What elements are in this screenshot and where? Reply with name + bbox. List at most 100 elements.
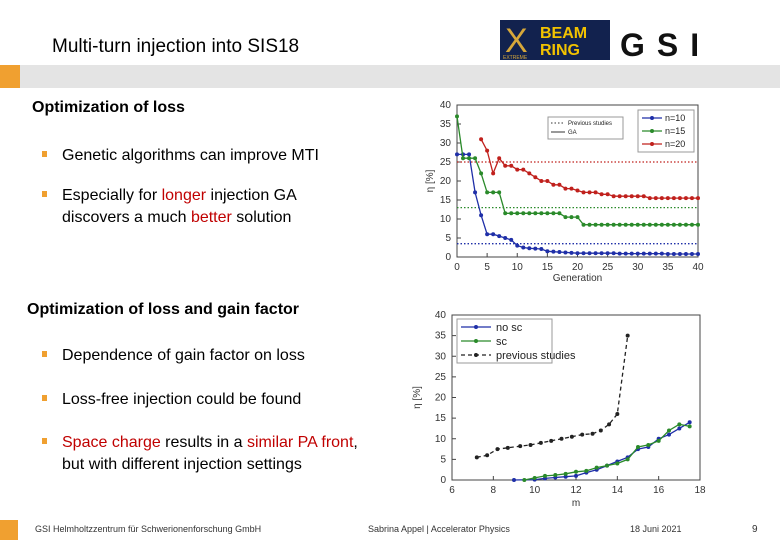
- data-point: [533, 246, 538, 251]
- data-point: [659, 196, 664, 201]
- data-point: [635, 222, 640, 227]
- data-point: [636, 445, 640, 449]
- data-point: [629, 251, 634, 256]
- data-point: [545, 249, 550, 254]
- data-point: [518, 444, 523, 449]
- data-point: [653, 222, 658, 227]
- data-point: [671, 196, 676, 201]
- data-point: [659, 251, 664, 256]
- x-tick-label: 12: [570, 485, 582, 496]
- data-point: [665, 251, 670, 256]
- text-run: Especially for: [62, 187, 162, 204]
- slide-title: Multi-turn injection into SIS18: [52, 36, 299, 57]
- x-tick-label: 10: [512, 262, 524, 273]
- data-point: [617, 222, 622, 227]
- data-point: [473, 156, 478, 161]
- data-point: [617, 194, 622, 199]
- data-point: [667, 432, 671, 437]
- data-point: [539, 179, 544, 183]
- x-tick-label: 25: [602, 262, 614, 273]
- x-tick-label: 10: [529, 485, 541, 496]
- data-point: [617, 251, 622, 256]
- data-point: [611, 222, 616, 227]
- data-point: [611, 194, 616, 199]
- y-tick-label: 35: [435, 331, 447, 342]
- data-point: [641, 194, 646, 199]
- data-point: [689, 251, 694, 256]
- x-tick-label: 5: [484, 262, 490, 273]
- data-point: [491, 232, 496, 237]
- y-tick-label: 0: [445, 252, 451, 263]
- y-tick-label: 15: [440, 195, 452, 206]
- data-point: [528, 442, 533, 447]
- logo-x: X: [505, 22, 528, 60]
- data-point: [563, 474, 568, 479]
- data-point: [623, 251, 628, 256]
- data-point: [574, 469, 578, 474]
- data-point: [539, 247, 544, 252]
- data-point: [689, 222, 694, 227]
- data-point: [563, 250, 568, 255]
- data-point: [553, 473, 558, 478]
- data-point: [696, 196, 700, 201]
- data-point: [580, 432, 585, 437]
- text-run: discovers a much: [62, 209, 191, 226]
- logo-gsi: GSI: [620, 27, 711, 63]
- data-point: [569, 434, 574, 439]
- data-point: [659, 222, 664, 227]
- data-point: [629, 222, 634, 227]
- data-point: [671, 251, 676, 256]
- data-point: [575, 215, 580, 220]
- data-point: [497, 234, 502, 239]
- data-point: [641, 251, 646, 256]
- y-tick-label: 35: [440, 119, 452, 130]
- data-point: [509, 163, 514, 168]
- y-tick-label: 30: [440, 138, 452, 149]
- header-bar: [0, 65, 780, 88]
- data-point: [575, 251, 580, 256]
- legend-marker: [474, 353, 478, 357]
- data-point: [615, 412, 620, 416]
- data-point: [527, 246, 532, 251]
- bullet-marker: [42, 395, 47, 401]
- data-point: [551, 211, 556, 216]
- data-point: [563, 471, 568, 476]
- data-point: [574, 473, 578, 478]
- data-point: [503, 236, 508, 240]
- logo-ring: RING: [540, 42, 580, 59]
- data-point: [607, 422, 612, 427]
- data-point: [557, 250, 562, 255]
- data-point: [677, 251, 682, 256]
- y-tick-label: 15: [435, 413, 447, 424]
- data-point: [687, 420, 692, 425]
- data-point: [551, 249, 556, 254]
- data-point: [635, 194, 640, 199]
- data-point: [683, 251, 688, 256]
- data-point: [495, 447, 500, 452]
- series-line: [476, 335, 629, 458]
- data-point: [646, 442, 651, 447]
- data-point: [485, 190, 490, 195]
- data-point: [683, 222, 688, 227]
- data-point: [623, 194, 628, 199]
- legend-box: [547, 116, 624, 140]
- data-point: [551, 182, 556, 187]
- bullet-text: Genetic algorithms can improve MTI: [62, 147, 319, 164]
- y-tick-label: 5: [445, 233, 451, 244]
- text-run: results in a: [161, 434, 247, 451]
- x-tick-label: 14: [612, 485, 624, 496]
- data-point: [467, 152, 472, 157]
- data-point: [594, 465, 599, 470]
- data-point: [497, 156, 502, 161]
- data-point: [615, 461, 620, 466]
- data-point: [687, 424, 692, 429]
- data-point: [503, 211, 508, 216]
- y-tick-label: 20: [440, 176, 452, 187]
- data-point: [521, 167, 526, 172]
- legend-label: Previous studies: [568, 121, 612, 127]
- data-point: [653, 196, 658, 201]
- data-point: [635, 251, 640, 256]
- data-point: [599, 192, 604, 197]
- data-point: [515, 243, 520, 248]
